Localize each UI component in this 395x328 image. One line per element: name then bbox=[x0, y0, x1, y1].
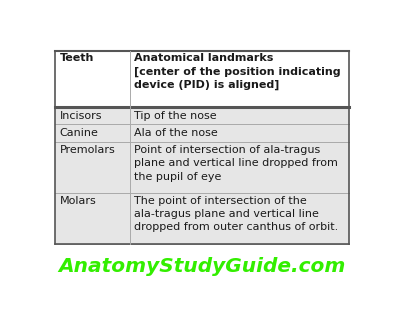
Text: AnatomyStudyGuide.com: AnatomyStudyGuide.com bbox=[59, 257, 346, 276]
Bar bbox=[55, 51, 350, 107]
Text: Teeth: Teeth bbox=[60, 53, 94, 63]
Text: Molars: Molars bbox=[60, 196, 96, 206]
Text: Premolars: Premolars bbox=[60, 145, 115, 155]
Text: Ala of the nose: Ala of the nose bbox=[134, 128, 218, 138]
Text: Anatomical landmarks
[center of the position indicating
device (PID) is aligned]: Anatomical landmarks [center of the posi… bbox=[134, 53, 341, 90]
Bar bbox=[55, 142, 350, 193]
Bar bbox=[55, 193, 350, 244]
Text: The point of intersection of the
ala-tragus plane and vertical line
dropped from: The point of intersection of the ala-tra… bbox=[134, 196, 339, 233]
Text: Canine: Canine bbox=[60, 128, 98, 138]
Bar bbox=[55, 107, 350, 124]
Text: Tip of the nose: Tip of the nose bbox=[134, 111, 217, 121]
Bar bbox=[55, 124, 350, 142]
Text: Point of intersection of ala-tragus
plane and vertical line dropped from
the pup: Point of intersection of ala-tragus plan… bbox=[134, 145, 338, 182]
Text: Incisors: Incisors bbox=[60, 111, 102, 121]
